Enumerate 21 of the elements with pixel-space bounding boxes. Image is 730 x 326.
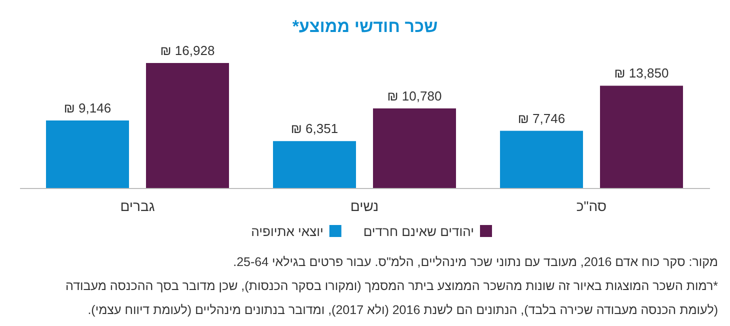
legend-label: יהודים שאינם חרדים <box>363 224 474 239</box>
bar <box>273 141 356 188</box>
legend-label: יוצאי אתיופיה <box>251 224 324 239</box>
text: *רמות השכר המוצגות באיור זה שונות מהשכר הממוצע ביתר המסמך (ומקורו בסקר הכנסות), שכן מדובר בסך ההכנסה מעבודה <box>66 279 718 293</box>
bar <box>146 63 229 188</box>
x-tick-label: נשים <box>350 198 379 214</box>
bar <box>600 86 683 188</box>
data-label: ₪ 6,351 <box>290 121 338 136</box>
text: מקור: סקר כוח אדם 2016, מעובד עם נתוני שכר מינהליים, הלמ"ס. עבור פרטים בגילאי 25-64. <box>233 255 718 269</box>
data-label: ₪ 7,746 <box>518 110 566 126</box>
text: (לעומת הכנסה מעבודה שכירה בלבד), הנתונים הם לשנת 2016 (ולא 2017), ומדובר בנתונים מינהליים (לעומת דיווח עצמי). <box>88 303 718 317</box>
x-tick-label: גברים <box>120 198 155 214</box>
data-label: ₪ 10,780 <box>387 88 442 104</box>
data-label: ₪ 16,928 <box>160 43 215 58</box>
data-label: ₪ 13,850 <box>614 66 669 81</box>
bar <box>373 108 456 188</box>
data-label: ₪ 9,146 <box>64 100 112 116</box>
bar <box>500 130 583 188</box>
chart-title: שכר חודשי ממוצע* <box>292 17 438 36</box>
bar <box>46 120 129 188</box>
x-tick-label: סה"כ <box>576 198 607 214</box>
